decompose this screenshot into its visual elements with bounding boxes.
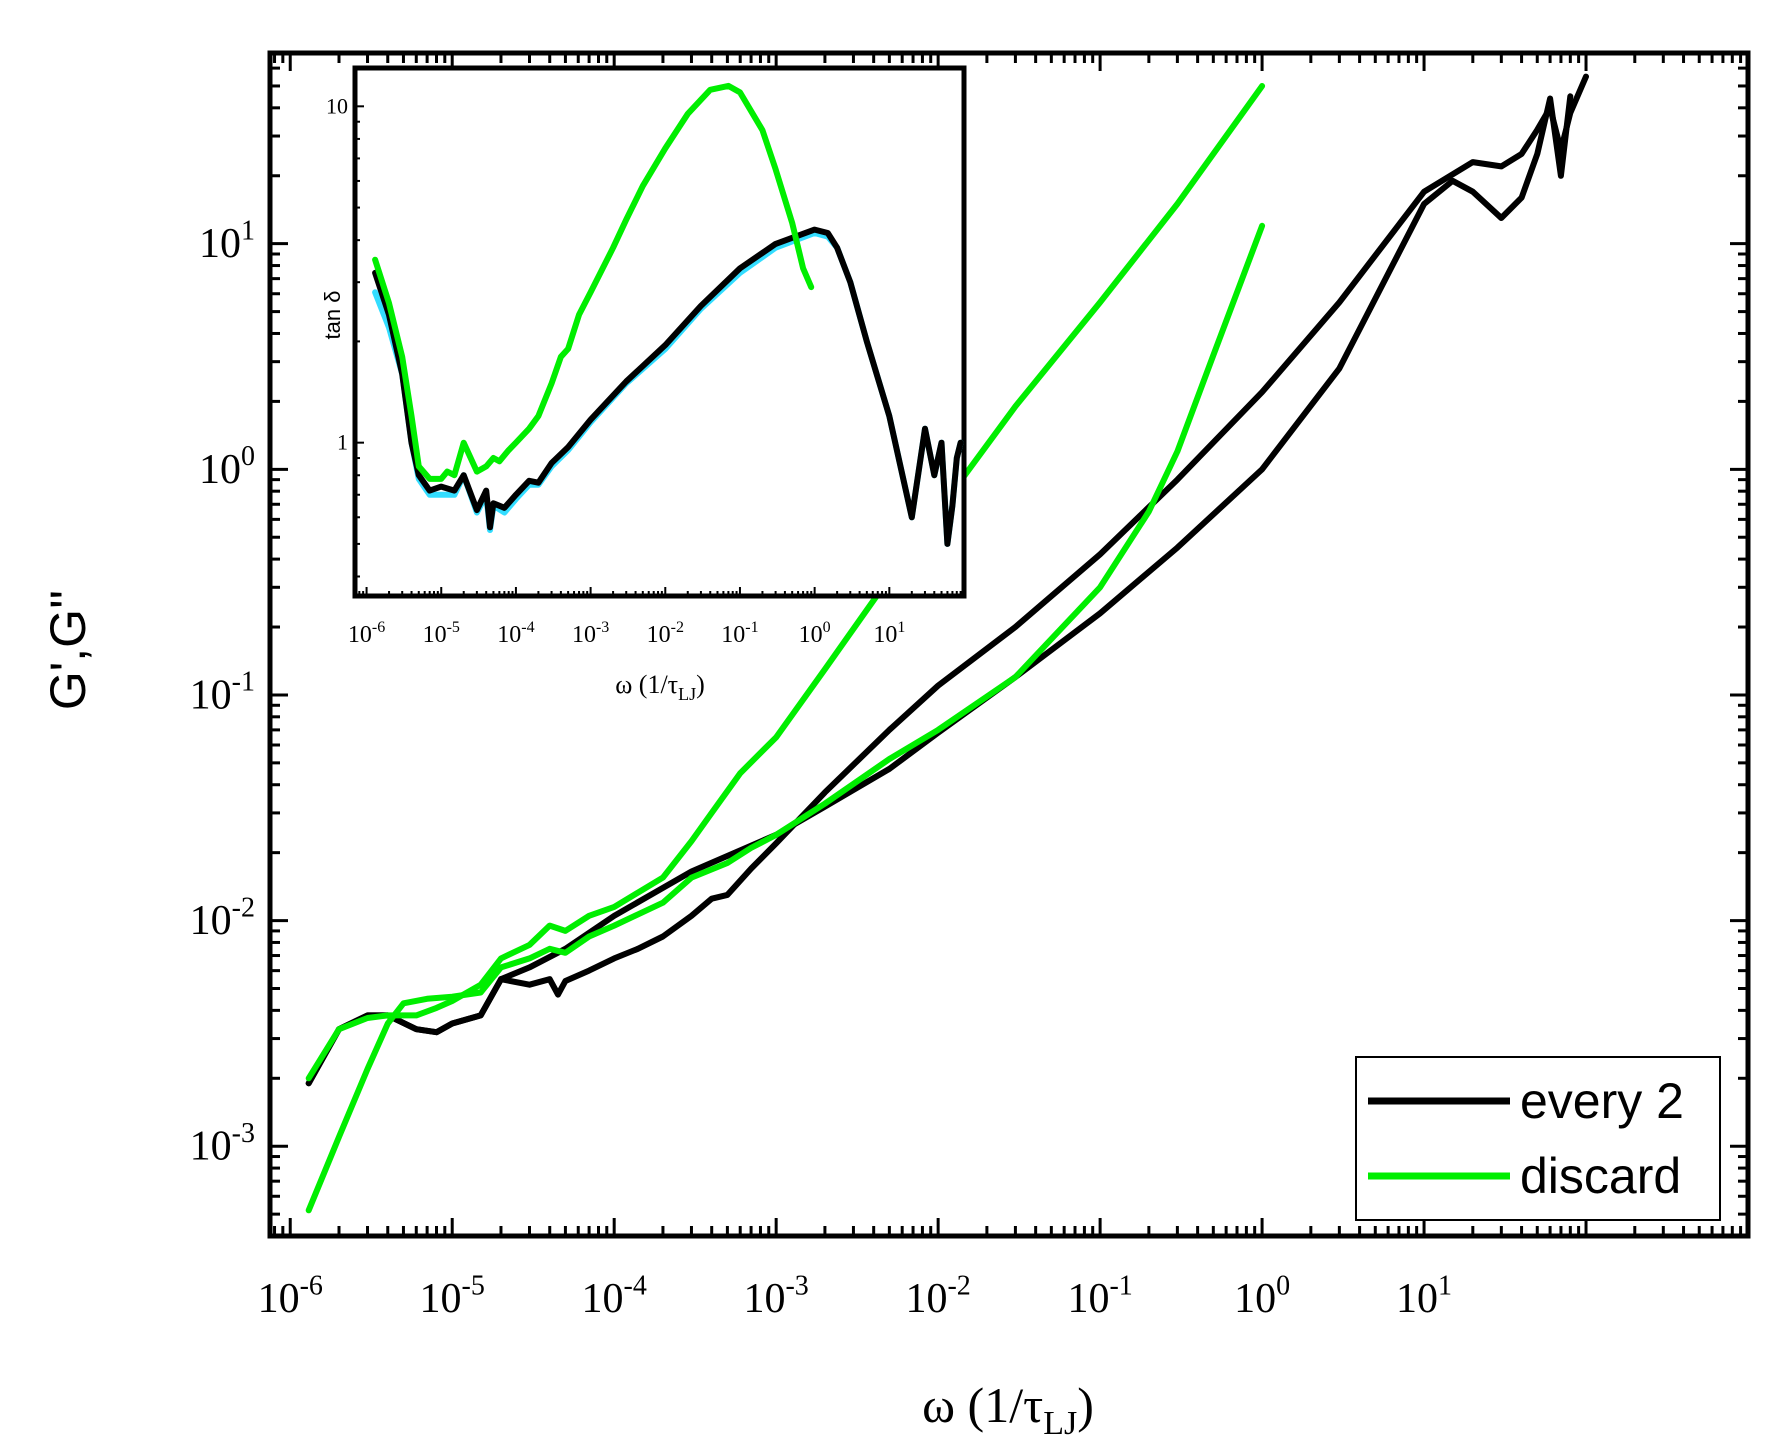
y-tick-label: 100 [199,441,255,493]
x-tick-label: 10-6 [258,1270,323,1322]
y-tick-label: 10 [326,93,348,118]
main-x-tick-labels: 10-6 10-5 10-4 10-3 10-2 10-1 100 101 [258,1270,1452,1322]
x-tick-label: 10-2 [647,619,684,648]
legend-label-discard: discard [1520,1148,1681,1204]
legend: every 2 discard [1355,1056,1721,1221]
main-y-axis-label: G',G'' [40,590,96,710]
main-axis-ticks [270,51,1750,1238]
inset-y-axis-label: tan δ [320,291,345,340]
series-line-every-2-tan- [372,226,964,547]
x-tick-label: 10-1 [721,619,758,648]
inset-series-group [372,82,964,547]
main-series-group [305,73,1589,1214]
inset-x-axis-label: ω (1/τLJ) [615,670,705,704]
series-line-every-2-g- [305,93,1574,1087]
main-x-axis-label: ω (1/τLJ) [922,1377,1094,1442]
y-tick-label: 10-3 [190,1118,255,1170]
main-y-tick-labels: 10-3 10-2 10-1 100 101 [190,215,255,1169]
x-tick-label: 10-6 [348,619,385,648]
x-tick-label: 10-5 [420,1270,485,1322]
x-tick-label: 101 [1396,1270,1452,1322]
y-tick-label: 1 [337,430,348,455]
x-tick-label: 10-3 [743,1270,808,1322]
x-tick-label: 100 [799,619,831,648]
series-line-discard-g- [305,222,1266,1214]
inset-y-tick-labels: 1 10 [326,93,348,454]
y-tick-label: 101 [199,215,255,267]
legend-label-every-2: every 2 [1520,1073,1684,1129]
inset-x-tick-labels: 10-6 10-5 10-4 10-3 10-2 10-1 100 101 [348,619,905,648]
x-tick-label: 10-2 [905,1270,970,1322]
x-tick-label: 10-3 [572,619,609,648]
x-tick-label: 10-1 [1067,1270,1132,1322]
y-tick-label: 10-1 [190,667,255,719]
x-tick-label: 100 [1234,1270,1290,1322]
inset-axis-ticks [354,105,965,596]
x-tick-label: 10-4 [582,1270,647,1322]
legend-box [1355,1056,1721,1221]
x-tick-label: 10-4 [497,619,534,648]
inset-plot-frame [352,65,967,599]
series-line-discard-tan- [372,82,815,482]
x-tick-label: 10-5 [423,619,460,648]
y-tick-label: 10-2 [190,892,255,944]
x-tick-label: 101 [873,619,905,648]
